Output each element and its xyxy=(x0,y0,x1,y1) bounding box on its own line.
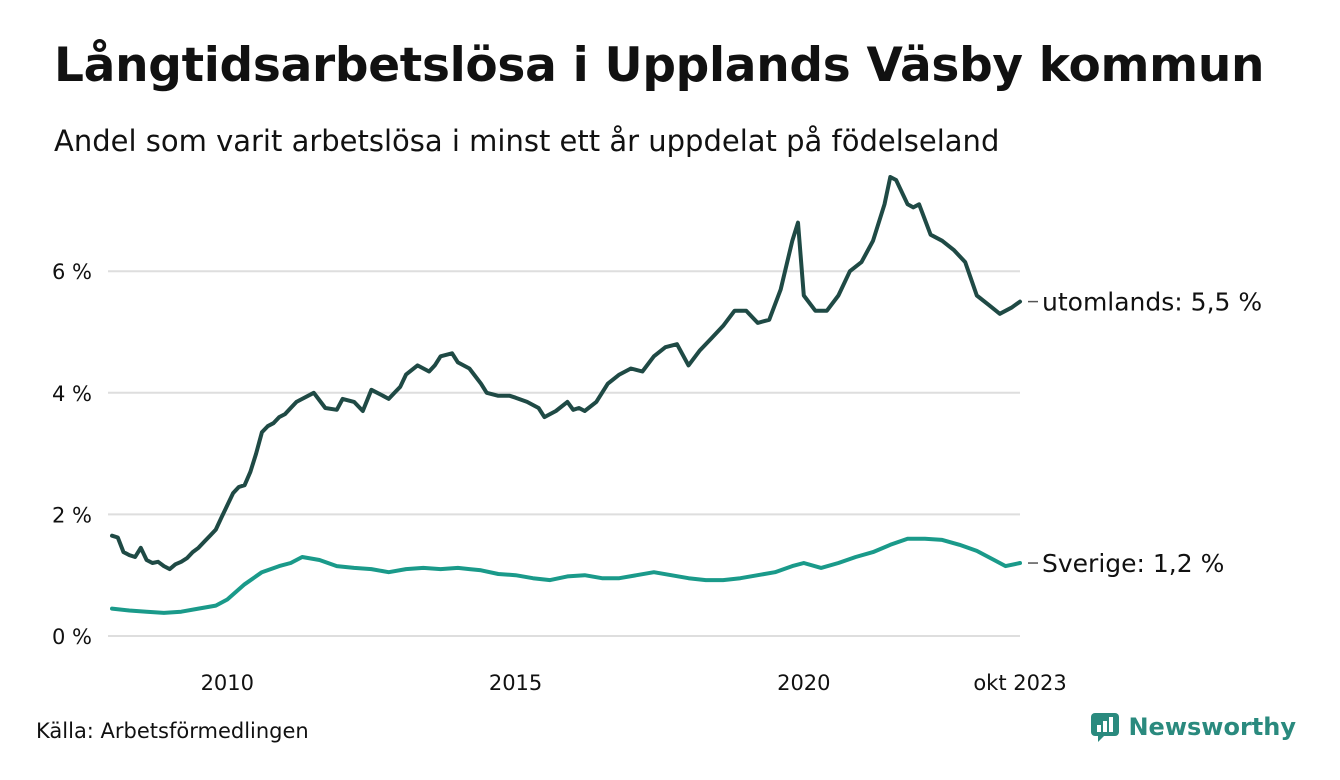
x-tick-label: okt 2023 xyxy=(973,671,1066,695)
series-line-utomlands xyxy=(110,175,1022,572)
end-label-sverige: Sverige: 1,2 % xyxy=(1042,549,1224,578)
chart-title: Långtidsarbetslösa i Upplands Väsby komm… xyxy=(54,38,1265,93)
newsworthy-icon xyxy=(1091,713,1120,742)
series-line-sverige xyxy=(110,536,1022,615)
y-tick-label: 6 % xyxy=(52,260,92,284)
brand-name: Newsworthy xyxy=(1128,713,1296,741)
source-note: Källa: Arbetsförmedlingen xyxy=(36,719,309,743)
end-label-utomlands: utomlands: 5,5 % xyxy=(1042,288,1262,317)
chart-subtitle: Andel som varit arbetslösa i minst ett å… xyxy=(54,124,1000,158)
y-tick-label: 0 % xyxy=(52,625,92,649)
y-tick-label: 4 % xyxy=(52,382,92,406)
brand-logo: Newsworthy xyxy=(1090,712,1296,742)
x-tick-label: 2015 xyxy=(489,671,542,695)
chart-area: 0 % 2 % 4 % 6 % 2010 2015 2020 okt 2023 utomland… xyxy=(52,175,1262,695)
x-tick-label: 2010 xyxy=(201,671,254,695)
x-tick-label: 2020 xyxy=(777,671,830,695)
y-tick-label: 2 % xyxy=(52,503,92,527)
